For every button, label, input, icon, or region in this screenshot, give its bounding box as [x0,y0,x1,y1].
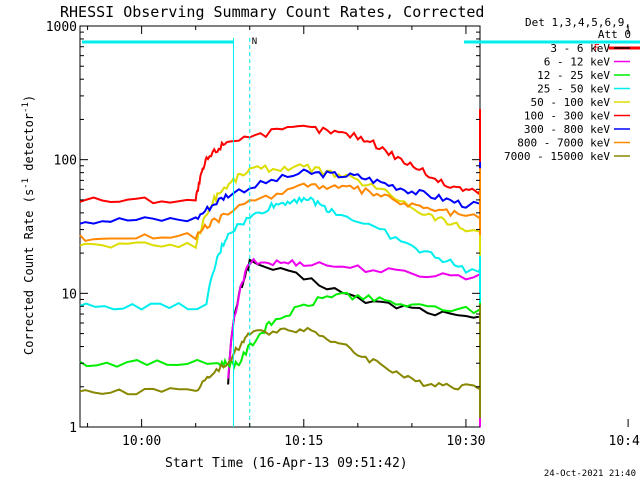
y-axis: 1 10 100 1000 [46,20,480,436]
y-axis-label-main: Corrected Count Rate (s [22,189,36,355]
chart-title: RHESSI Observing Summary Count Rates, Co… [60,3,484,21]
plot-frame [79,25,481,428]
legend-label-8: 7000 - 15000 keV [504,150,610,163]
footer-date: 24-Oct-2021 21:40 [544,469,636,479]
series-line-0 [227,258,481,385]
series-line-1 [227,257,481,427]
x-tick-label-2: 10:30 [446,434,485,449]
legend-header-1: Det 1,3,4,5,6,9, [525,16,631,29]
legend-label-7: 800 - 7000 keV [517,137,610,150]
marker-layer: NF [82,37,640,427]
flare-marker-label: F [594,43,600,54]
legend-label-0: 3 - 6 keV [550,42,610,55]
series-line-7 [79,168,481,242]
y-axis-label-sup2: -1 [21,102,31,113]
series-line-2 [79,246,481,370]
series-line-8 [79,304,481,419]
legend-label-4: 50 - 100 keV [531,96,611,109]
legend-label-6: 300 - 800 keV [524,123,610,136]
y-tick-label-2: 100 [54,154,77,169]
series-layer [79,109,481,427]
series-line-5 [79,109,481,206]
legend-label-2: 12 - 25 keV [537,69,610,82]
y-axis-label-sup1: -1 [21,178,31,189]
x-tick-label-0: 10:00 [122,434,161,449]
x-tick-label-1: 10:15 [284,434,323,449]
legend-label-5: 100 - 300 keV [524,110,610,123]
y-axis-label-mid: detector [22,113,36,178]
y-tick-label-3: 1000 [46,20,77,35]
x-axis-label: Start Time (16-Apr-13 09:51:42) [165,456,408,471]
y-tick-label-0: 1 [69,421,77,436]
y-tick-label-1: 10 [61,287,77,302]
legend-label-1: 6 - 12 keV [544,56,611,69]
legend-label-3: 25 - 50 keV [537,83,610,96]
legend-header-2: Att 0 [598,28,631,41]
x-tick-label-3: 10:45 [609,434,640,449]
y-axis-label-end: ) [22,95,36,102]
night-marker-label: N [252,37,257,47]
y-axis-label: Corrected Count Rate (s-1 detector-1) [21,95,36,355]
